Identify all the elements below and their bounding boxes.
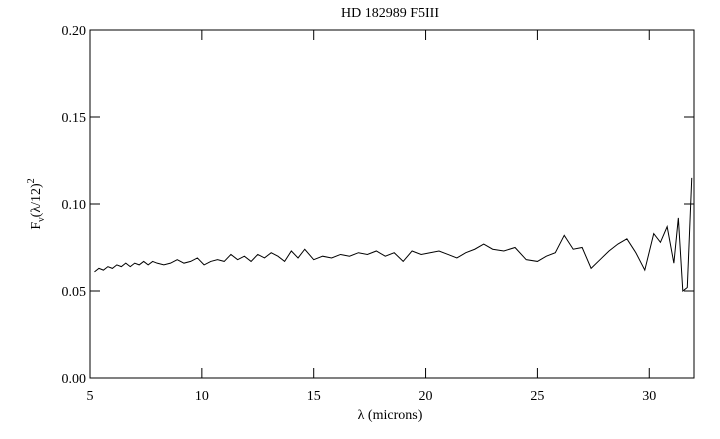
x-axis-label: λ (microns) <box>358 408 423 423</box>
y-axis-label: Fν(λ/12)2 <box>26 178 47 229</box>
y-tick-label: 0.05 <box>62 285 87 300</box>
y-label-part: F <box>29 222 44 230</box>
spectrum-line <box>94 177 693 292</box>
x-tick-label: 20 <box>419 389 433 404</box>
x-tick-label: 25 <box>530 389 544 404</box>
y-label-sub: ν <box>36 217 47 222</box>
y-tick-label: 0.15 <box>62 111 87 126</box>
x-tick-label: 10 <box>195 389 209 404</box>
chart-title: HD 182989 F5III <box>341 6 439 21</box>
y-tick-label: 0.00 <box>62 372 87 387</box>
y-tick-label: 0.20 <box>62 24 87 39</box>
x-tick-label: 5 <box>87 389 94 404</box>
x-tick-label: 30 <box>642 389 656 404</box>
y-label-sup: 2 <box>26 178 37 183</box>
plot-frame <box>89 29 695 379</box>
x-tick-label: 15 <box>307 389 321 404</box>
y-label-part: (λ/12) <box>29 183 44 217</box>
y-tick-label: 0.10 <box>62 198 87 213</box>
